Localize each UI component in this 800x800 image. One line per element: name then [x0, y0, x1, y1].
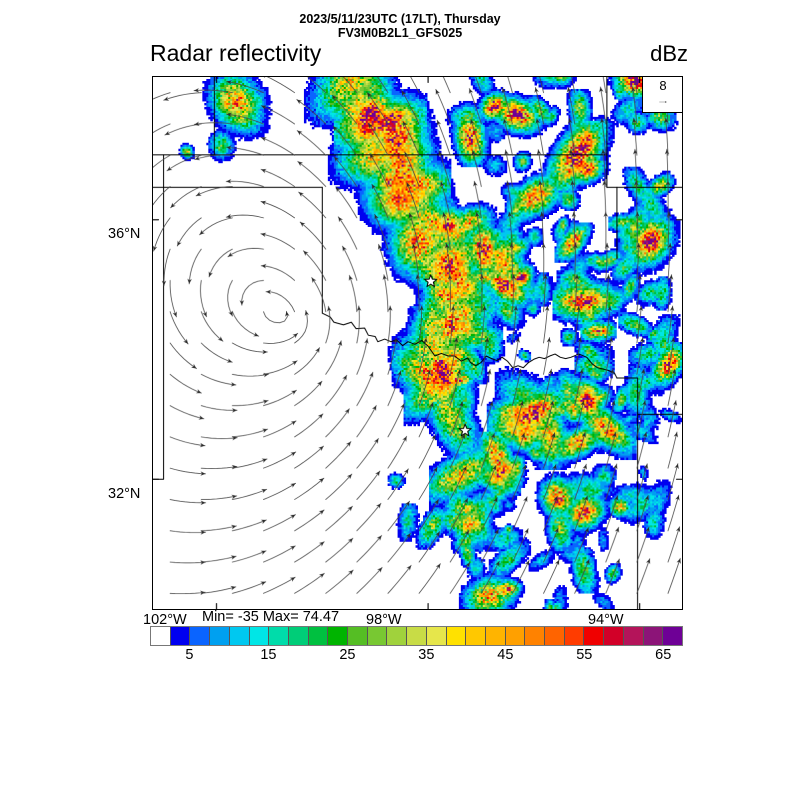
lon-label-94w: 94°W — [588, 612, 624, 628]
colorbar-cell-19 — [525, 627, 546, 645]
lon-label-102w: 102°W — [143, 612, 187, 628]
colorbar-tick-labels: 5 15 25 35 45 55 65 — [150, 647, 683, 667]
colorbar-tick-35: 35 — [418, 647, 435, 663]
title-model: FV3M0B2L1_GFS025 — [337, 26, 463, 40]
colorbar-cell-17 — [485, 627, 506, 645]
colorbar-cell-9 — [328, 627, 349, 645]
wind-reference-arrow — [659, 101, 667, 103]
colorbar-tick-65: 65 — [655, 647, 672, 663]
minmax-stats: Min= -35 Max= 74.47 — [202, 609, 340, 625]
colorbar-swatches[interactable] — [150, 626, 683, 646]
radar-reflectivity-map — [153, 77, 682, 609]
unit-label: dBz — [650, 41, 688, 66]
title-datetime: 2023/5/11/23UTC (17LT), Thursday — [299, 12, 501, 26]
colorbar-cell-5 — [249, 627, 270, 645]
colorbar-cell-7 — [288, 627, 309, 645]
wind-reference-key: 8 — [642, 77, 682, 113]
colorbar-tick-25: 25 — [339, 647, 356, 663]
colorbar-cell-24 — [623, 627, 644, 645]
title-block: 2023/5/11/23UTC (17LT), Thursday FV3M0B2… — [0, 12, 800, 40]
colorbar-cell-8 — [308, 627, 329, 645]
colorbar-cell-13 — [407, 627, 427, 645]
lon-label-98w: 98°W — [366, 612, 402, 628]
colorbar-cell-23 — [604, 627, 624, 645]
colorbar-cell-20 — [545, 627, 565, 645]
colorbar-cell-11 — [367, 627, 388, 645]
colorbar-cell-4 — [229, 627, 250, 645]
colorbar[interactable]: 5 15 25 35 45 55 65 — [150, 626, 683, 663]
colorbar-cell-2 — [190, 627, 211, 645]
colorbar-tick-55: 55 — [576, 647, 593, 663]
colorbar-tick-15: 15 — [260, 647, 277, 663]
colorbar-cell-21 — [564, 627, 585, 645]
colorbar-cell-16 — [466, 627, 486, 645]
page-title: Radar reflectivity — [150, 40, 322, 66]
colorbar-cell-25 — [643, 627, 664, 645]
colorbar-tick-5: 5 — [185, 647, 194, 663]
colorbar-cell-0 — [151, 627, 171, 645]
colorbar-cell-10 — [348, 627, 368, 645]
map-panel[interactable]: 8 — [152, 76, 683, 610]
colorbar-cell-12 — [387, 627, 408, 645]
colorbar-cell-15 — [446, 627, 467, 645]
lat-label-32n: 32°N — [108, 486, 141, 502]
colorbar-cell-1 — [170, 627, 191, 645]
colorbar-cell-18 — [505, 627, 526, 645]
colorbar-cell-22 — [584, 627, 605, 645]
colorbar-cell-14 — [426, 627, 447, 645]
colorbar-tick-45: 45 — [497, 647, 514, 663]
lat-label-36n: 36°N — [108, 226, 141, 242]
colorbar-cell-3 — [210, 627, 230, 645]
colorbar-cell-26 — [663, 627, 682, 645]
wind-reference-value: 8 — [659, 78, 667, 93]
colorbar-cell-6 — [269, 627, 289, 645]
